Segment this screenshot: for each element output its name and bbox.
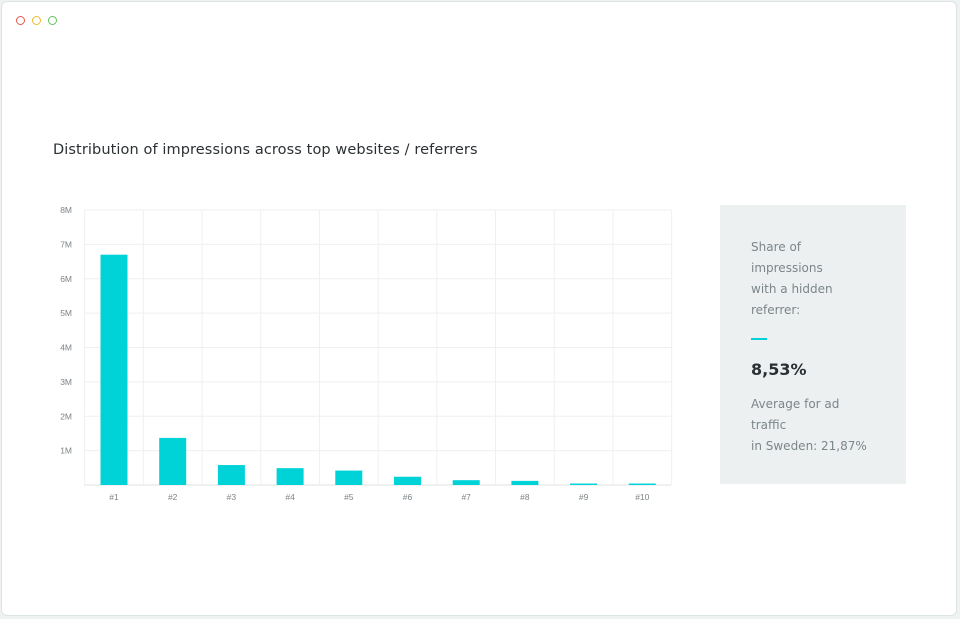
y-tick-label: 8M — [60, 205, 72, 215]
x-tick-label: #5 — [344, 492, 354, 502]
window-controls — [16, 16, 57, 25]
x-tick-label: #4 — [285, 492, 295, 502]
x-tick-label: #7 — [461, 492, 471, 502]
minimize-window-icon[interactable] — [32, 16, 41, 25]
sweden-average-note-line2: in Sweden: 21,87% — [751, 439, 867, 453]
hidden-referrer-panel: Share of impressions with a hidden refer… — [720, 205, 906, 484]
x-tick-label: #6 — [403, 492, 413, 502]
sweden-average-note-line1: Average for ad traffic — [751, 397, 840, 432]
x-tick-label: #2 — [168, 492, 178, 502]
hidden-referrer-label-line1: Share of impressions — [751, 240, 823, 275]
bar[interactable] — [100, 254, 128, 485]
y-tick-label: 4M — [60, 343, 72, 353]
bar[interactable] — [276, 468, 304, 485]
hidden-referrer-share-value: 8,53% — [751, 360, 807, 379]
bar[interactable] — [335, 470, 363, 485]
bar[interactable] — [511, 480, 539, 485]
x-tick-label: #3 — [227, 492, 237, 502]
x-tick-label: #8 — [520, 492, 530, 502]
y-tick-label: 3M — [60, 377, 72, 387]
hidden-referrer-label: Share of impressions with a hidden refer… — [751, 237, 876, 321]
x-tick-label: #9 — [579, 492, 589, 502]
close-window-icon[interactable] — [16, 16, 25, 25]
bar[interactable] — [159, 437, 187, 485]
bar[interactable] — [628, 483, 656, 486]
x-tick-label: #10 — [635, 492, 649, 502]
y-tick-label: 2M — [60, 411, 72, 421]
y-tick-label: 5M — [60, 308, 72, 318]
bar[interactable] — [394, 476, 421, 485]
y-tick-label: 1M — [60, 446, 72, 456]
bar[interactable] — [452, 480, 480, 485]
maximize-window-icon[interactable] — [48, 16, 57, 25]
y-tick-label: 6M — [60, 274, 72, 284]
sweden-average-note: Average for ad traffic in Sweden: 21,87% — [751, 394, 876, 457]
accent-divider — [751, 338, 767, 340]
bar-chart: 1M 2M 3M 4M 5M 6M 7M 8M #1 #2 #3 #4 #5 #6 #7 #8 #9 #10 — [60, 205, 673, 502]
y-tick-label: 7M — [60, 239, 72, 249]
bar[interactable] — [570, 483, 598, 486]
chart-title: Distribution of impressions across top w… — [53, 142, 478, 158]
x-tick-label: #1 — [109, 492, 119, 502]
hidden-referrer-label-line2: with a hidden referrer: — [751, 282, 833, 317]
bar[interactable] — [217, 465, 245, 485]
